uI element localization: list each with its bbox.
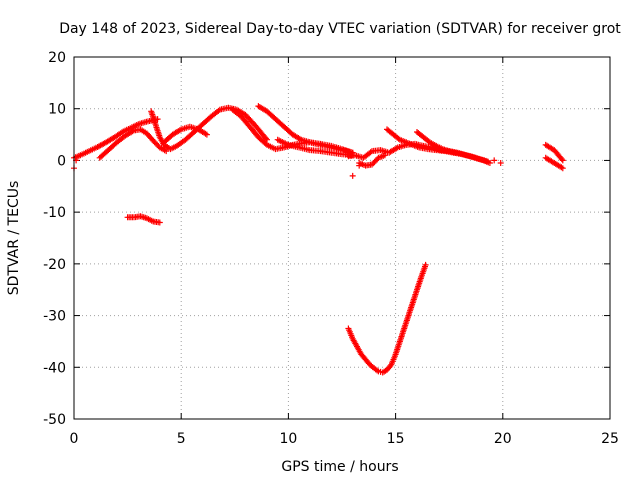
data-point [262, 135, 269, 142]
x-tick-label: 5 [177, 431, 186, 447]
series-track-2 [96, 126, 170, 161]
data-point [349, 172, 356, 179]
data-point [156, 219, 163, 226]
series-track-12 [356, 152, 388, 169]
series-track-8 [345, 261, 429, 376]
data-point [163, 148, 170, 155]
data-point [497, 160, 504, 166]
data-point [558, 156, 565, 163]
grid [74, 57, 610, 419]
tick-marks [73, 56, 611, 420]
data-point [381, 152, 388, 159]
data-point [559, 157, 566, 164]
x-tick-label: 15 [387, 431, 405, 447]
data-point [422, 261, 429, 268]
data-point [559, 165, 566, 172]
series-track-4 [161, 123, 210, 146]
x-axis-label: GPS time / hours [281, 459, 398, 475]
y-tick-label: -40 [43, 360, 66, 376]
data-point [484, 158, 491, 165]
data-point [356, 162, 363, 169]
x-tick-labels: 0 5 10 15 20 25 [70, 431, 619, 447]
y-tick-label: 10 [48, 102, 66, 118]
series-track-11 [414, 129, 459, 156]
x-tick-label: 20 [494, 431, 512, 447]
data-point [558, 164, 565, 171]
y-tick-label: -10 [43, 205, 66, 221]
data-point [491, 157, 498, 164]
series-track-13 [124, 213, 163, 226]
data-point [203, 131, 210, 138]
series-track-3 [148, 104, 270, 153]
x-tick-label: 25 [601, 431, 619, 447]
y-tick-label: -30 [43, 309, 66, 325]
y-tick-label: 20 [48, 50, 66, 66]
y-axis-label: SDTVAR / TECUs [6, 181, 22, 296]
y-tick-label: -20 [43, 257, 66, 273]
y-tick-label: 0 [57, 153, 66, 169]
chart-title: Day 148 of 2023, Sidereal Day-to-day VTE… [59, 21, 621, 37]
series-track-15 [542, 154, 566, 172]
plot-frame [73, 56, 611, 420]
y-tick-label: -50 [43, 412, 66, 428]
series-track-1 [71, 116, 161, 161]
x-tick-label: 0 [70, 431, 79, 447]
data-point [452, 149, 459, 156]
y-tick-labels: -50 -40 -30 -20 -10 0 10 20 [43, 50, 66, 428]
data-points [71, 103, 566, 376]
x-tick-label: 10 [279, 431, 297, 447]
series-track-14 [542, 141, 566, 164]
series-track-6 [255, 103, 356, 156]
